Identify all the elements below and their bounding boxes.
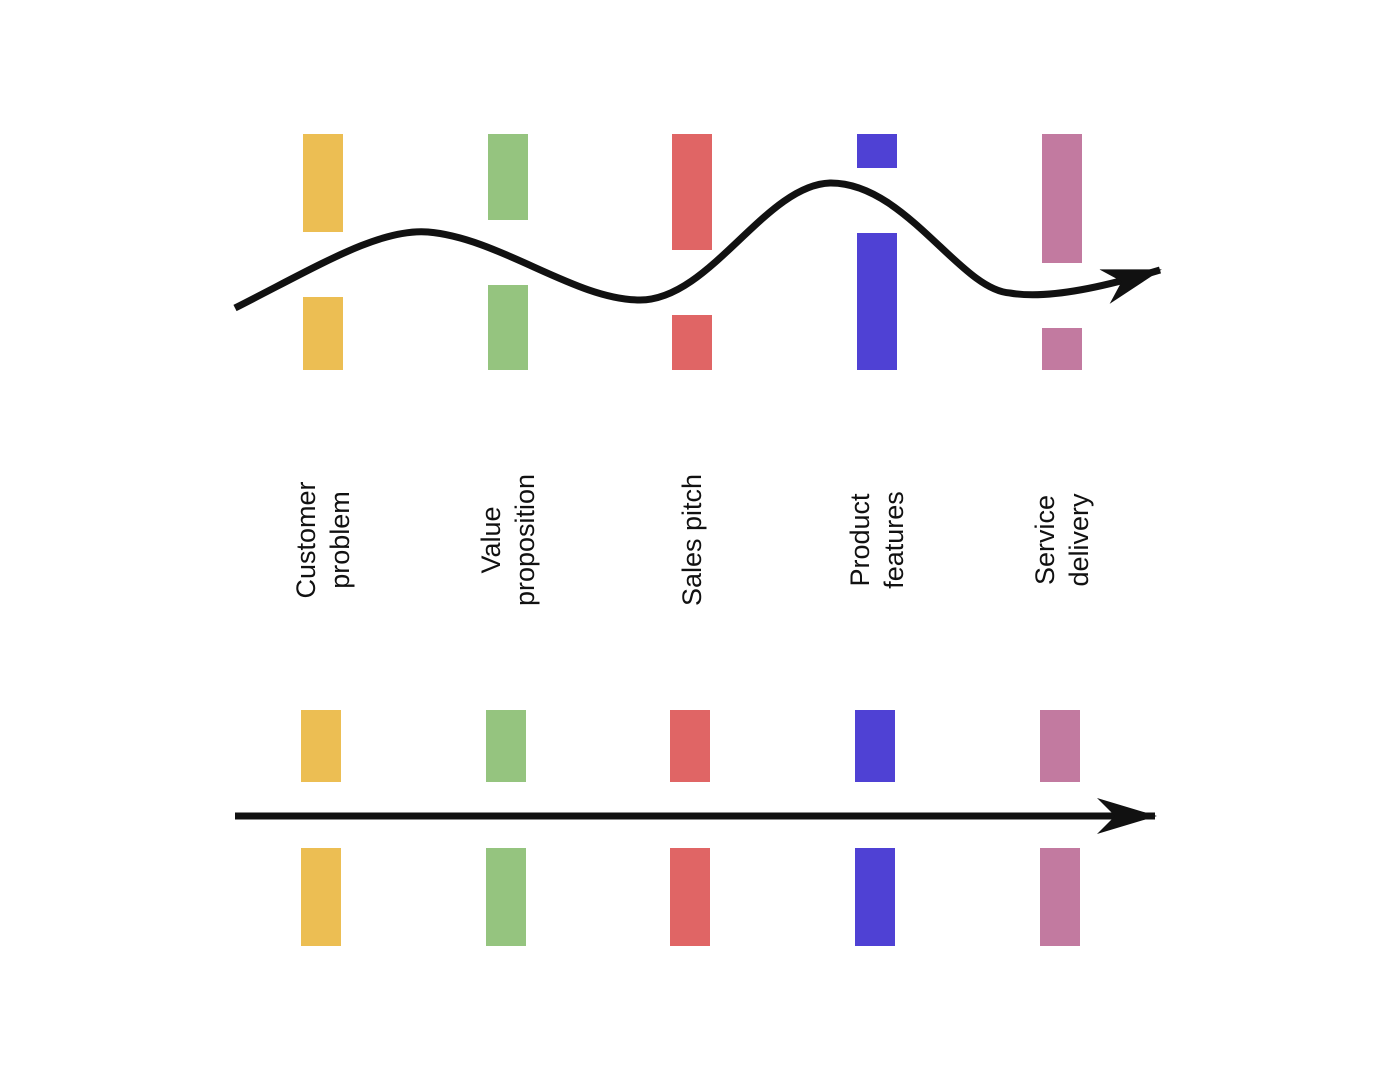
top-bar-upper-service-delivery bbox=[1042, 134, 1082, 263]
bottom-bar-upper-service-delivery bbox=[1040, 710, 1080, 782]
top-bar-upper-sales-pitch bbox=[672, 134, 712, 250]
stage-label-service-delivery: Service delivery bbox=[1030, 493, 1094, 587]
stage-label-line: Service bbox=[1030, 495, 1060, 585]
top-bar-lower-product-features bbox=[857, 233, 897, 370]
bottom-bar-lower-product-features bbox=[855, 848, 895, 946]
stage-label-line: proposition bbox=[510, 474, 540, 606]
bottom-panel-bars bbox=[301, 710, 1080, 946]
stage-label-line: problem bbox=[325, 491, 355, 589]
stage-label-value-proposition: Value proposition bbox=[476, 474, 540, 606]
top-bar-lower-service-delivery bbox=[1042, 328, 1082, 370]
top-bar-upper-value-proposition bbox=[488, 134, 528, 220]
top-bar-lower-sales-pitch bbox=[672, 315, 712, 370]
stage-label-line: Customer bbox=[291, 481, 321, 598]
stage-label-product-features: Product features bbox=[845, 491, 909, 589]
stage-labels: Customer problem Value proposition Sales pit… bbox=[291, 474, 1094, 606]
bottom-bar-lower-value-proposition bbox=[486, 848, 526, 946]
stage-label-line: Product bbox=[845, 493, 875, 587]
top-bar-upper-product-features bbox=[857, 134, 897, 168]
stage-label-line: features bbox=[879, 491, 909, 589]
stage-label-line: Value bbox=[476, 506, 506, 573]
stage-label-sales-pitch: Sales pitch bbox=[677, 474, 707, 606]
bottom-bar-upper-value-proposition bbox=[486, 710, 526, 782]
bottom-bar-upper-product-features bbox=[855, 710, 895, 782]
bottom-bar-upper-customer-problem bbox=[301, 710, 341, 782]
bottom-bar-lower-service-delivery bbox=[1040, 848, 1080, 946]
stage-label-line: delivery bbox=[1064, 493, 1094, 587]
top-panel-bars bbox=[303, 134, 1082, 370]
top-bar-lower-customer-problem bbox=[303, 297, 343, 370]
bottom-bar-lower-customer-problem bbox=[301, 848, 341, 946]
top-bar-upper-customer-problem bbox=[303, 134, 343, 232]
bottom-bar-upper-sales-pitch bbox=[670, 710, 710, 782]
stage-label-customer-problem: Customer problem bbox=[291, 481, 355, 598]
wavy-flow-arrow bbox=[233, 179, 1162, 312]
top-bar-lower-value-proposition bbox=[488, 285, 528, 370]
bottom-bar-lower-sales-pitch bbox=[670, 848, 710, 946]
stage-label-line: Sales pitch bbox=[677, 474, 707, 606]
